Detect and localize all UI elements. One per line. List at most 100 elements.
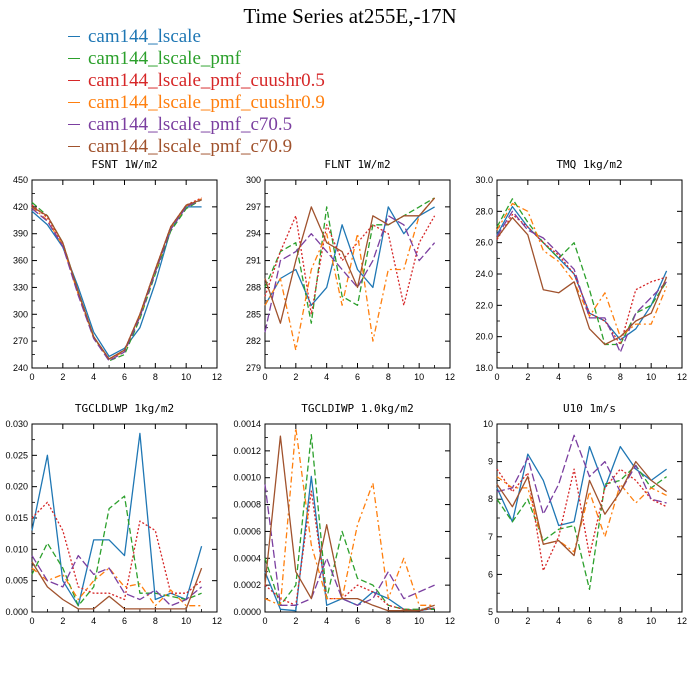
- x-tick-label: 6: [587, 372, 592, 382]
- y-tick-label: 0.005: [5, 576, 28, 586]
- chart-title: TGCLDLWP 1kg/m2: [75, 402, 174, 415]
- x-tick-label: 0: [262, 616, 267, 626]
- y-tick-label: 240: [13, 363, 28, 373]
- y-tick-label: 0.0008: [233, 500, 261, 510]
- legend-label: cam144_lscale_pmf_cuushr0.9: [88, 92, 325, 113]
- chart-title: U10 1m/s: [563, 402, 616, 415]
- legend-swatch: [68, 101, 80, 103]
- x-tick-label: 4: [324, 372, 329, 382]
- series-line: [496, 434, 667, 515]
- y-tick-label: 10: [483, 419, 493, 429]
- x-tick-label: 4: [324, 616, 329, 626]
- y-tick-label: 0.0004: [233, 553, 261, 563]
- series-line: [31, 199, 202, 362]
- x-tick-label: 12: [212, 372, 222, 382]
- x-tick-label: 8: [153, 616, 158, 626]
- y-tick-label: 30.0: [475, 175, 493, 185]
- y-tick-label: 24.0: [475, 269, 493, 279]
- y-tick-label: 420: [13, 202, 28, 212]
- y-tick-label: 270: [13, 336, 28, 346]
- y-tick-label: 0.0000: [233, 607, 261, 617]
- series-line: [496, 464, 667, 591]
- chart-title: FSNT 1W/m2: [91, 158, 157, 171]
- y-tick-label: 279: [246, 363, 261, 373]
- series-line: [496, 205, 668, 341]
- series-line: [264, 435, 435, 612]
- series-line: [496, 216, 668, 346]
- x-tick-label: 4: [556, 372, 561, 382]
- y-tick-label: 0.010: [5, 544, 28, 554]
- series-line: [496, 468, 667, 572]
- series-line: [264, 197, 436, 324]
- y-tick-label: 360: [13, 256, 28, 266]
- x-tick-label: 4: [91, 372, 96, 382]
- x-tick-label: 10: [414, 616, 424, 626]
- series-line: [264, 427, 435, 606]
- series-line: [496, 210, 668, 353]
- y-tick-label: 0.0006: [233, 526, 261, 536]
- x-tick-label: 2: [60, 616, 65, 626]
- y-tick-label: 0.025: [5, 450, 28, 460]
- y-tick-label: 0.0012: [233, 446, 261, 456]
- x-tick-label: 0: [494, 616, 499, 626]
- y-tick-label: 18.0: [475, 363, 493, 373]
- y-tick-label: 20.0: [475, 332, 493, 342]
- series-line: [496, 445, 667, 527]
- series-line: [496, 213, 667, 346]
- y-tick-label: 0.030: [5, 419, 28, 429]
- series-line: [264, 215, 436, 315]
- legend-item: cam144_lscale_pmf_c70.5: [68, 114, 325, 136]
- legend-swatch: [68, 79, 80, 81]
- x-tick-label: 8: [618, 372, 623, 382]
- chart-title: FLNT 1W/m2: [324, 158, 390, 171]
- y-tick-label: 5: [488, 607, 493, 617]
- plot-frame: [31, 179, 218, 369]
- x-tick-label: 0: [29, 372, 34, 382]
- x-tick-label: 12: [677, 616, 687, 626]
- legend-item: cam144_lscale_pmf_cuushr0.9: [68, 92, 325, 114]
- series-line: [31, 199, 202, 360]
- y-tick-label: 330: [13, 282, 28, 292]
- chart-panel: TMQ 1kg/m2 0 2 4 6 8 10 12 18.0 20.0 22.0 24.0 26.0 2…: [475, 158, 687, 382]
- legend-item: cam144_lscale_pmf_c70.9: [68, 136, 325, 158]
- x-tick-label: 0: [494, 372, 499, 382]
- y-tick-label: 285: [246, 309, 261, 319]
- legend: cam144_lscale cam144_lscale_pmf cam144_l…: [68, 26, 325, 158]
- x-tick-label: 4: [91, 616, 96, 626]
- legend-swatch: [68, 57, 80, 59]
- legend-label: cam144_lscale_pmf: [88, 48, 242, 69]
- x-tick-label: 6: [122, 616, 127, 626]
- y-tick-label: 282: [246, 336, 261, 346]
- y-tick-label: 28.0: [475, 206, 493, 216]
- x-tick-label: 10: [646, 616, 656, 626]
- y-tick-label: 390: [13, 229, 28, 239]
- x-tick-label: 2: [60, 372, 65, 382]
- y-tick-label: 0.0014: [233, 419, 261, 429]
- series-line: [31, 561, 203, 610]
- y-tick-label: 300: [13, 309, 28, 319]
- legend-swatch: [68, 35, 80, 37]
- legend-item: cam144_lscale_pmf: [68, 48, 325, 70]
- x-tick-label: 2: [525, 372, 530, 382]
- y-tick-label: 288: [246, 282, 261, 292]
- x-tick-label: 10: [181, 616, 191, 626]
- y-tick-label: 297: [246, 202, 261, 212]
- series-line: [496, 476, 667, 553]
- legend-label: cam144_lscale_pmf_cuushr0.5: [88, 70, 325, 91]
- y-tick-label: 0.020: [5, 482, 28, 492]
- series-line: [264, 197, 436, 351]
- x-tick-label: 4: [556, 616, 561, 626]
- chart-title: TGCLDIWP 1.0kg/m2: [301, 402, 414, 415]
- chart-panel: FSNT 1W/m2 0 2 4 6 8 10 12 240 270 300 330 360 390 420…: [13, 158, 222, 382]
- y-tick-label: 8: [488, 494, 493, 504]
- chart-title: TMQ 1kg/m2: [556, 158, 622, 171]
- series-line: [31, 495, 202, 607]
- y-tick-label: 7: [488, 532, 493, 542]
- series-line: [31, 198, 202, 361]
- legend-swatch: [68, 123, 80, 125]
- y-tick-label: 22.0: [475, 300, 493, 310]
- plot-frame: [496, 179, 683, 369]
- x-tick-label: 0: [262, 372, 267, 382]
- series-line: [31, 501, 203, 601]
